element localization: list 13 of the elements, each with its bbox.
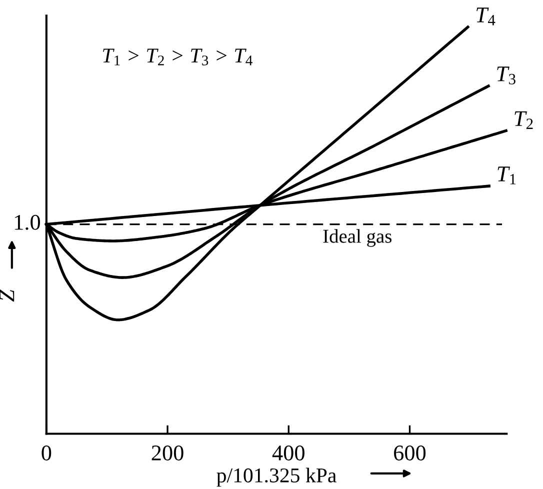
series-label: T$_{1}$ (498, 166, 516, 184)
x-axis-title: p/101.325 kPa (216, 468, 336, 487)
x-tick-label: 600 (394, 445, 426, 460)
series-label: T$_{3}$ (497, 66, 516, 84)
x-tick-label: 0 (42, 445, 52, 460)
series-label: T$_{2}$ (514, 111, 533, 129)
series-label: T$_{4}$ (476, 8, 496, 26)
text: 1.0 (15, 214, 40, 230)
x-tick-label: 200 (152, 445, 184, 460)
ref-line-label: Ideal gas (323, 229, 392, 247)
annotation: T$_{1}$ > T$_{2}$ > T$_{3}$ > T$_{4}$ (103, 48, 252, 66)
y-axis-title: Z (0, 289, 14, 302)
x-tick-label: 400 (272, 445, 304, 460)
